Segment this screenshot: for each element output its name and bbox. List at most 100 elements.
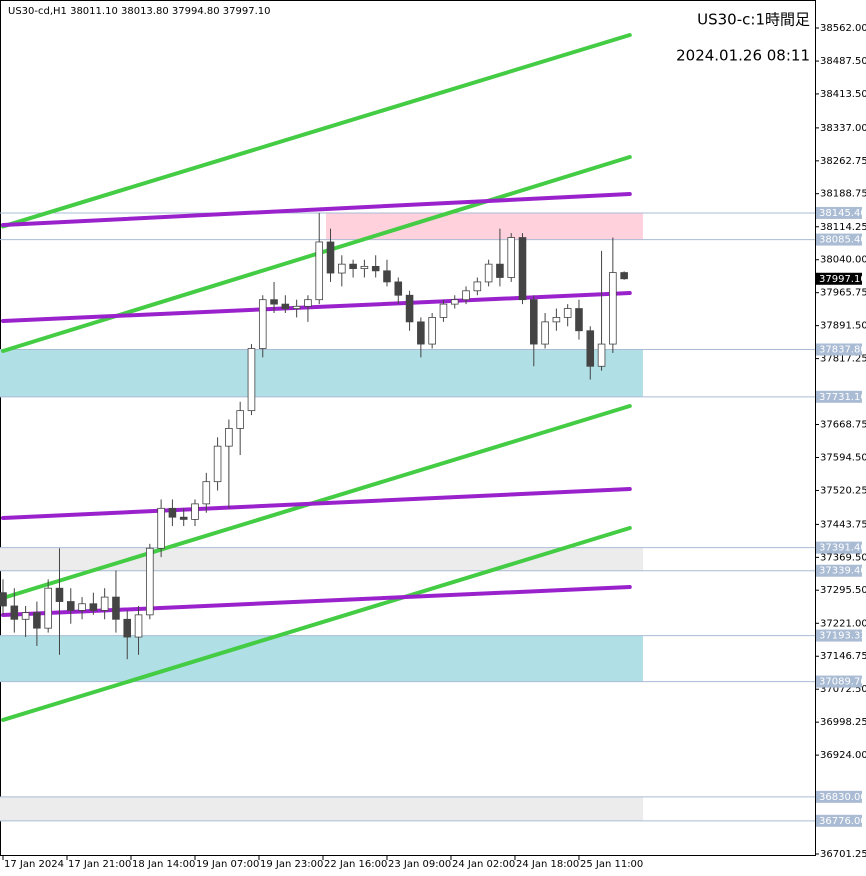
candle-body bbox=[349, 263, 357, 270]
level-label-bg bbox=[816, 675, 862, 688]
y-tick-label: 36701.25 bbox=[820, 849, 866, 860]
y-tick-label: 37520.25 bbox=[820, 485, 866, 496]
x-tick-label: 24 Jan 02:00 bbox=[452, 859, 515, 870]
candle-body bbox=[225, 428, 233, 447]
zone bbox=[0, 349, 643, 397]
candle-body bbox=[247, 348, 256, 412]
zone bbox=[0, 796, 643, 821]
y-tick-label: 38337.00 bbox=[820, 123, 866, 134]
candle-body bbox=[258, 299, 267, 349]
level-label: 37837.80 bbox=[819, 344, 866, 355]
candle-body bbox=[383, 270, 391, 283]
candle-body bbox=[236, 410, 244, 429]
candle-body bbox=[146, 547, 154, 616]
candle-body bbox=[112, 596, 120, 620]
level-label-bg bbox=[816, 629, 862, 642]
candle-body bbox=[157, 507, 165, 549]
candle-body bbox=[89, 603, 98, 611]
x-tick-label: 19 Jan 23:00 bbox=[260, 859, 323, 870]
candle-body bbox=[292, 305, 301, 309]
candle-body bbox=[191, 503, 199, 520]
level-label: 38085.40 bbox=[819, 235, 866, 246]
y-tick-label: 37146.75 bbox=[820, 651, 866, 662]
y-tick-label: 37668.75 bbox=[820, 420, 866, 431]
level-label-bg bbox=[816, 390, 862, 403]
plot-frame bbox=[0, 0, 816, 856]
candle-body bbox=[484, 263, 493, 283]
chart-subtitle: 2024.01.26 08:11 bbox=[676, 47, 810, 65]
x-tick-label: 17 Jan 21:00 bbox=[68, 859, 131, 870]
y-tick-label: 37072.50 bbox=[820, 684, 866, 695]
candle-body bbox=[439, 303, 448, 318]
y-tick-label: 37221.00 bbox=[820, 618, 866, 629]
x-tick-label: 22 Jan 16:00 bbox=[324, 859, 387, 870]
y-tick-label: 37594.50 bbox=[820, 452, 866, 463]
trendline bbox=[1, 191, 632, 228]
candle-body bbox=[417, 321, 425, 345]
y-tick-label: 36924.00 bbox=[820, 750, 866, 761]
y-tick-label: 38487.50 bbox=[820, 56, 866, 67]
candle-body bbox=[281, 303, 290, 309]
y-tick-label: 37295.50 bbox=[820, 585, 866, 596]
candle-body bbox=[450, 299, 459, 305]
x-tick-label: 17 Jan 2024 bbox=[4, 859, 64, 870]
candle-body bbox=[405, 294, 414, 323]
candle-body bbox=[597, 343, 606, 367]
level-label: 36776.00 bbox=[819, 816, 866, 827]
candle-body bbox=[202, 481, 211, 505]
symbol-info: US30-cd,H1 38011.10 38013.80 37994.80 37… bbox=[8, 6, 270, 17]
candle-body bbox=[428, 317, 436, 345]
y-tick-label: 37817.25 bbox=[820, 354, 866, 365]
trendline bbox=[1, 33, 632, 229]
candle-body bbox=[10, 605, 19, 620]
x-tick-label: 24 Jan 18:00 bbox=[516, 859, 579, 870]
current-price-bg bbox=[816, 272, 862, 285]
trendline bbox=[1, 487, 632, 520]
level-label: 38145.40 bbox=[819, 208, 866, 219]
candle-body bbox=[44, 587, 52, 629]
candle-body bbox=[270, 299, 278, 305]
candle-body bbox=[530, 299, 538, 345]
candle-body bbox=[563, 308, 572, 318]
level-label-bg bbox=[816, 343, 862, 356]
x-tick-label: 23 Jan 09:00 bbox=[388, 859, 451, 870]
candle-body bbox=[100, 596, 109, 611]
level-label-bg bbox=[816, 541, 862, 554]
level-label-bg bbox=[816, 233, 862, 246]
zone bbox=[0, 547, 643, 571]
x-tick-label: 25 Jan 11:00 bbox=[580, 859, 643, 870]
candle-body bbox=[0, 592, 7, 607]
candle-body bbox=[394, 281, 403, 296]
candle-body bbox=[168, 507, 177, 518]
candle-body bbox=[179, 516, 188, 520]
y-tick-label: 38413.50 bbox=[820, 89, 866, 100]
zone bbox=[0, 635, 643, 682]
candle-body bbox=[609, 272, 617, 345]
y-tick-label: 37965.75 bbox=[820, 288, 866, 299]
trendline bbox=[1, 525, 632, 722]
level-label: 37089.70 bbox=[819, 677, 866, 688]
candle-body bbox=[78, 603, 86, 611]
y-tick-label: 38040.00 bbox=[820, 255, 866, 266]
level-label-bg bbox=[816, 790, 862, 803]
candle-body bbox=[360, 265, 369, 270]
candle-body bbox=[518, 237, 527, 301]
y-tick-label: 38562.00 bbox=[820, 23, 866, 34]
candle-body bbox=[326, 241, 335, 274]
candle-body bbox=[33, 612, 41, 629]
level-label: 37731.16 bbox=[819, 392, 866, 403]
y-tick-label: 37891.50 bbox=[820, 321, 866, 332]
level-label-bg bbox=[816, 564, 862, 577]
candle-body bbox=[586, 330, 595, 367]
candle-body bbox=[55, 587, 64, 602]
y-tick-label: 38188.75 bbox=[820, 189, 866, 200]
y-tick-label: 38114.25 bbox=[820, 222, 866, 233]
chart-title: US30-c:1時間足 bbox=[697, 11, 810, 29]
y-tick-label: 38262.75 bbox=[820, 156, 866, 167]
candle-body bbox=[507, 237, 515, 278]
current-price-label: 37997.10 bbox=[819, 274, 866, 285]
candle-body bbox=[620, 272, 628, 280]
y-tick-label: 37443.75 bbox=[820, 519, 866, 530]
candle-body bbox=[123, 618, 132, 638]
